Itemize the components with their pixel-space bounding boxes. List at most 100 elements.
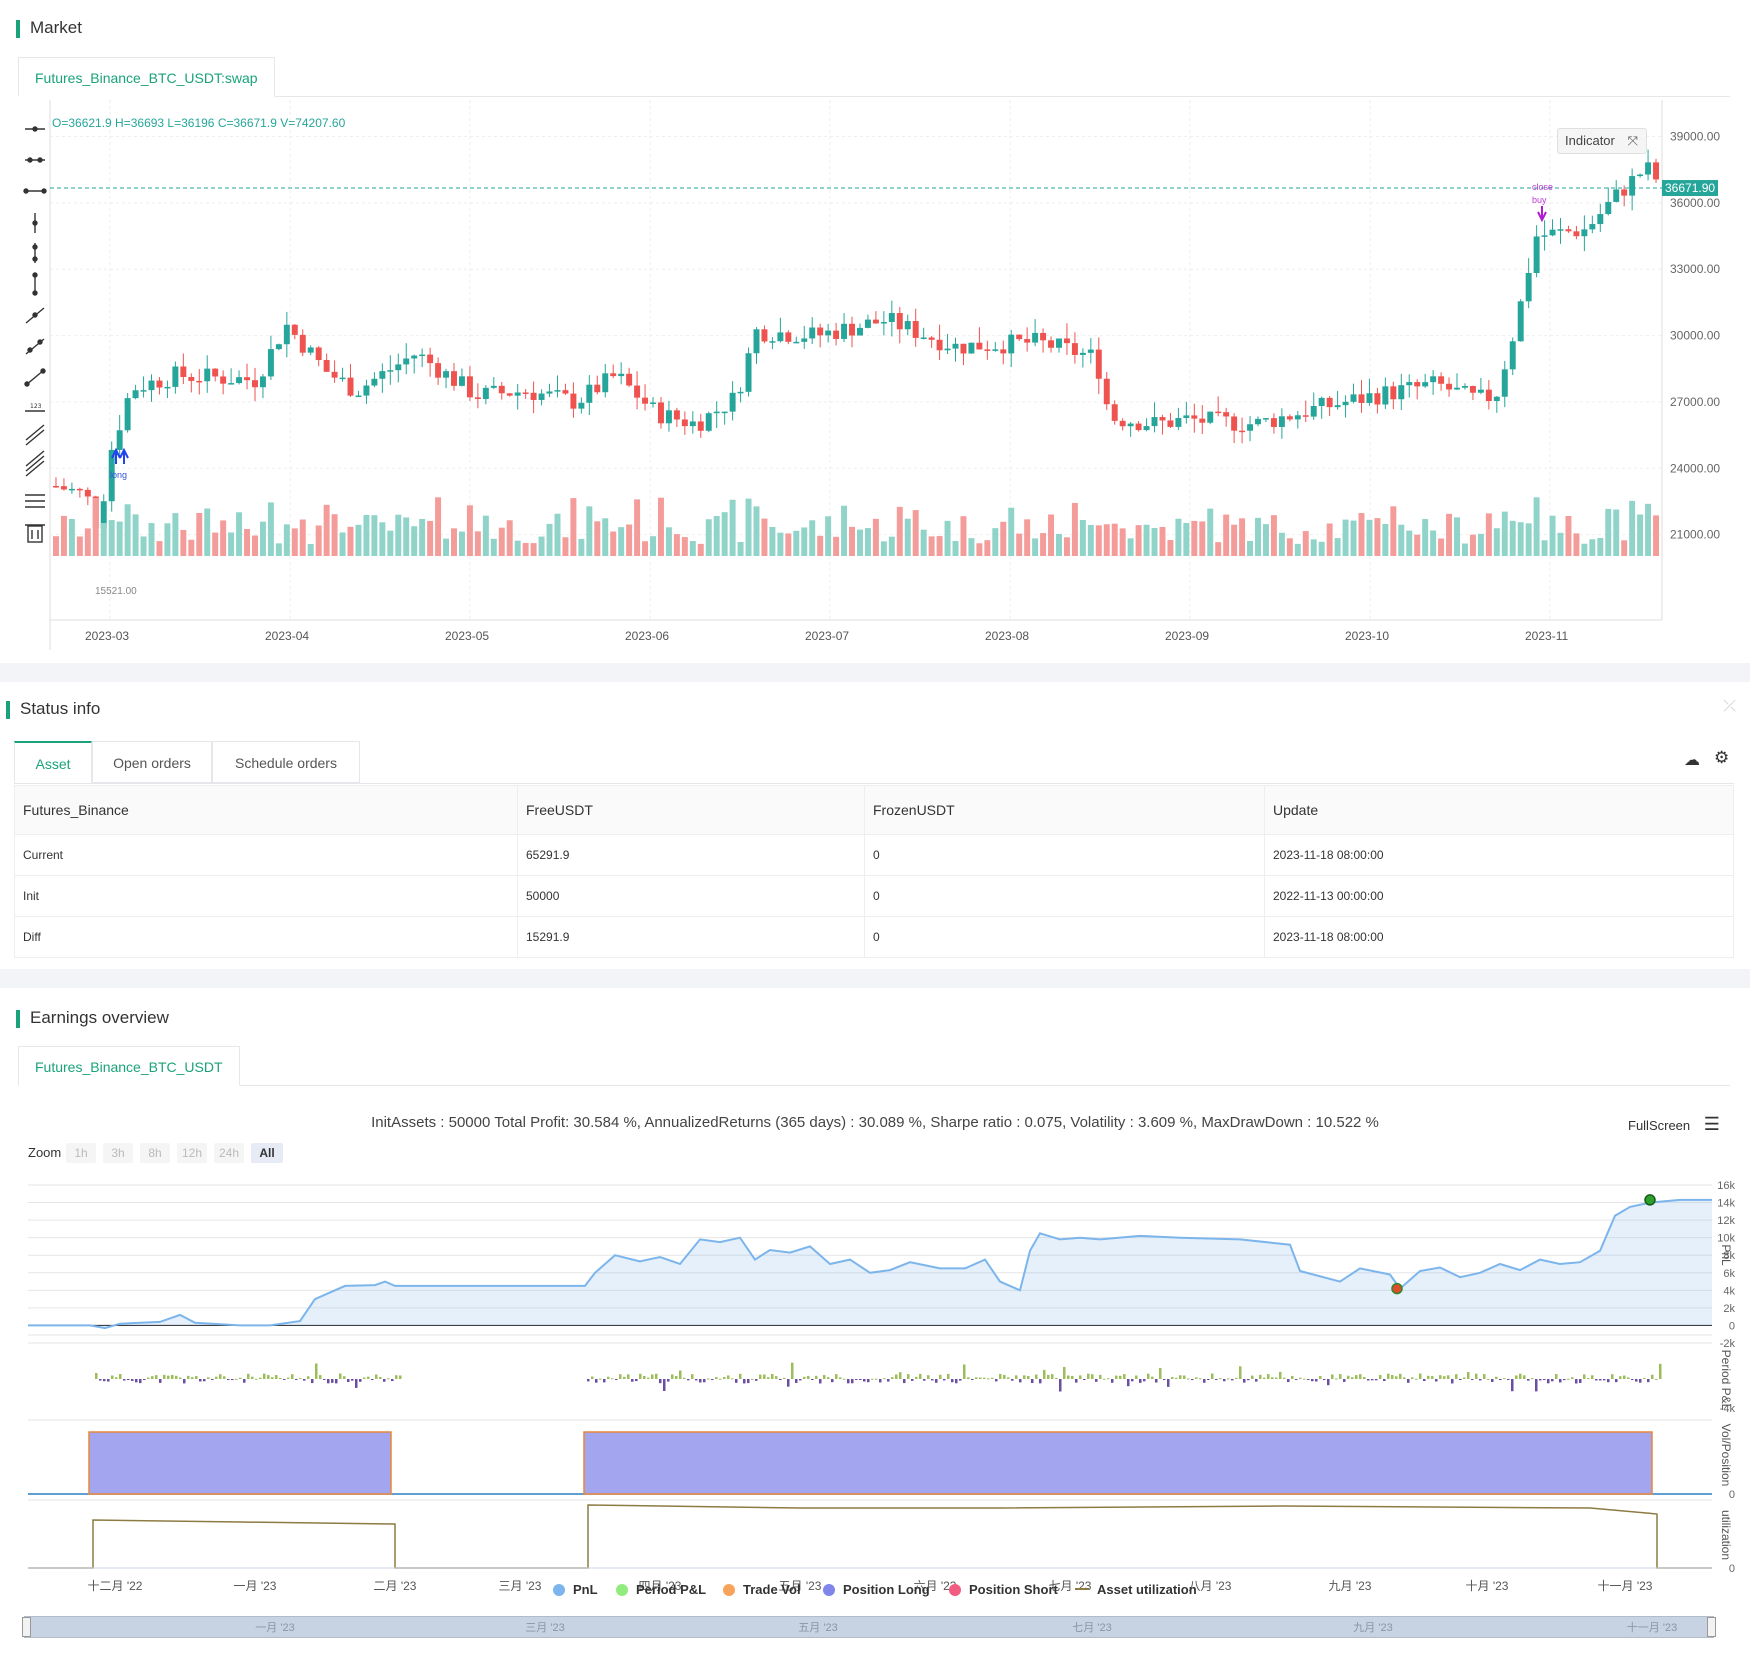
volume-bar	[275, 543, 282, 556]
candle	[793, 341, 800, 344]
volume-bar	[1016, 533, 1023, 556]
volume-bar	[626, 524, 633, 556]
candle	[1414, 382, 1421, 387]
volume-bar	[1040, 533, 1047, 556]
candle	[1159, 417, 1166, 421]
volume-bar	[244, 528, 251, 556]
volume-bar	[610, 531, 617, 556]
volume-bar	[252, 535, 258, 556]
tab-open-orders[interactable]: Open orders	[92, 741, 212, 783]
tab-asset[interactable]: Asset	[14, 741, 92, 783]
candle	[1167, 420, 1174, 427]
zoom-12h[interactable]: 12h	[177, 1143, 207, 1163]
legend-item[interactable]: Period P&L	[616, 1582, 706, 1597]
period-bar	[1467, 1372, 1470, 1379]
period-bar	[931, 1379, 934, 1381]
candle	[1119, 420, 1126, 427]
legend-item[interactable]: Asset utilization	[1075, 1582, 1197, 1597]
tab-earnings-symbol[interactable]: Futures_Binance_BTC_USDT	[18, 1046, 240, 1086]
volume-bar	[371, 515, 378, 556]
tab-market-symbol[interactable]: Futures_Binance_BTC_USDT:swap	[18, 57, 275, 97]
volume-bar	[1008, 507, 1015, 556]
navigator-right-handle[interactable]	[1707, 1617, 1716, 1637]
volume-bar	[673, 534, 680, 556]
indicator-button[interactable]: Indicator ⤧	[1557, 128, 1647, 154]
volume-bar	[538, 536, 545, 556]
period-bar	[1615, 1379, 1618, 1383]
period-bar	[775, 1376, 778, 1379]
legend-dot-icon	[1075, 1588, 1089, 1590]
candle	[594, 384, 601, 393]
period-bar	[1039, 1379, 1042, 1384]
drawdown-marker	[1391, 1282, 1403, 1295]
candle	[1024, 339, 1031, 343]
gear-icon[interactable]: ⚙	[1714, 748, 1730, 767]
period-bar	[343, 1376, 346, 1379]
period-bar	[1407, 1379, 1410, 1383]
period-bar	[139, 1379, 142, 1384]
date-tick: 2023-07	[805, 629, 849, 643]
period-bar	[655, 1373, 658, 1379]
volume-bar	[458, 531, 465, 556]
period-bar	[275, 1374, 278, 1379]
legend-item[interactable]: Trade Vol	[723, 1582, 801, 1597]
candle	[1350, 394, 1357, 402]
date-tick: 2023-09	[1165, 629, 1209, 643]
candle	[482, 387, 489, 399]
volume-bar	[1613, 509, 1620, 556]
period-bar	[95, 1373, 98, 1379]
volume-bar	[745, 498, 752, 556]
volume-bar	[363, 515, 370, 556]
candle	[1270, 418, 1277, 427]
volume-bar	[1294, 543, 1301, 556]
candle	[1541, 235, 1548, 237]
period-bar	[1299, 1377, 1302, 1379]
period-bar	[239, 1377, 242, 1379]
period-bar	[399, 1375, 402, 1379]
volume-bar	[76, 536, 83, 556]
candle	[952, 343, 959, 349]
date-tick: 2023-05	[445, 629, 489, 643]
candle	[681, 419, 688, 427]
volume-bar	[562, 537, 569, 556]
navigator-tick: 三月 '23	[525, 1622, 565, 1634]
period-bar	[1155, 1379, 1158, 1383]
date-tick: 2023-03	[85, 629, 129, 643]
period-bar	[155, 1375, 158, 1379]
period-bar	[379, 1377, 382, 1379]
collapse-icon[interactable]: ⤫	[1723, 698, 1736, 715]
cloud-download-icon[interactable]: ☁	[1684, 752, 1700, 769]
period-bar	[1127, 1379, 1130, 1387]
fullscreen-button[interactable]: FullScreen ☰	[1628, 1114, 1720, 1134]
price-tick: 21000.00	[1670, 528, 1720, 542]
legend-dot-icon	[553, 1584, 565, 1596]
candle	[228, 383, 235, 385]
legend-item[interactable]: Position Long	[823, 1582, 930, 1597]
period-bar	[1071, 1375, 1074, 1379]
candle	[435, 363, 442, 378]
period-bar	[771, 1373, 774, 1379]
zoom-3h[interactable]: 3h	[103, 1143, 133, 1163]
earnings-chart[interactable]: 16k 14k 12k 10k 8k 6k 4k 2k 0 -2k -4k 0 0 PnL Period P…	[0, 1170, 1750, 1640]
navigator-left-handle[interactable]	[22, 1617, 31, 1637]
legend-item[interactable]: PnL	[553, 1582, 598, 1597]
period-bar	[1015, 1375, 1018, 1379]
period-bar	[695, 1379, 698, 1381]
price-chart[interactable]: 39000.00 36000.00 33000.00 30000.00 27000.00…	[0, 100, 1750, 660]
period-bar	[783, 1377, 786, 1379]
volume-bar	[498, 527, 505, 556]
zoom-1h[interactable]: 1h	[66, 1143, 96, 1163]
zoom-8h[interactable]: 8h	[140, 1143, 170, 1163]
zoom-all[interactable]: All	[251, 1143, 283, 1163]
legend-item[interactable]: Position Short	[949, 1582, 1058, 1597]
volume-bar	[1653, 515, 1659, 556]
period-bar	[1263, 1377, 1266, 1379]
expand-icon[interactable]: ⤧	[1627, 133, 1638, 148]
tab-schedule-orders[interactable]: Schedule orders	[212, 741, 360, 783]
menu-icon[interactable]: ☰	[1703, 1114, 1720, 1134]
candle	[753, 329, 760, 354]
candle	[315, 347, 322, 361]
volume-bar	[403, 517, 410, 556]
zoom-24h[interactable]: 24h	[214, 1143, 244, 1163]
period-bar	[715, 1377, 718, 1379]
